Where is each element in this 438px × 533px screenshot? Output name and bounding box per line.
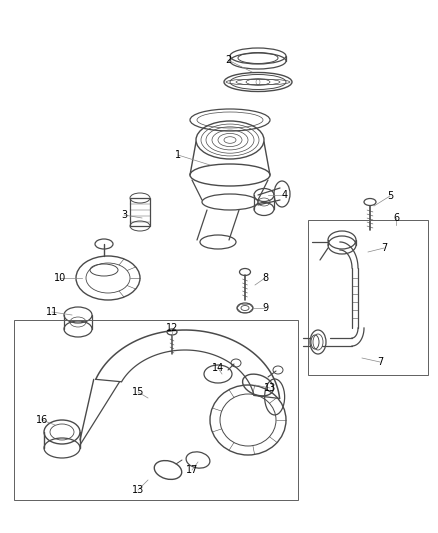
Text: 8: 8 xyxy=(262,273,268,283)
Text: 14: 14 xyxy=(212,363,224,373)
Text: 16: 16 xyxy=(36,415,48,425)
Bar xyxy=(308,220,428,375)
Text: 15: 15 xyxy=(132,387,144,397)
Text: 11: 11 xyxy=(46,307,58,317)
Text: 6: 6 xyxy=(393,213,399,223)
Text: 1: 1 xyxy=(175,150,181,160)
Bar xyxy=(14,320,298,500)
Text: 7: 7 xyxy=(377,357,383,367)
Text: 9: 9 xyxy=(262,303,268,313)
Text: 17: 17 xyxy=(186,465,198,475)
Text: 10: 10 xyxy=(54,273,66,283)
Bar xyxy=(130,198,150,226)
Text: 7: 7 xyxy=(381,243,387,253)
Text: 13: 13 xyxy=(264,383,276,393)
Text: 5: 5 xyxy=(387,191,393,201)
Text: 3: 3 xyxy=(121,210,127,220)
Text: 4: 4 xyxy=(282,190,288,200)
Text: 2: 2 xyxy=(225,55,231,65)
Text: 12: 12 xyxy=(166,323,178,333)
Text: 13: 13 xyxy=(132,485,144,495)
